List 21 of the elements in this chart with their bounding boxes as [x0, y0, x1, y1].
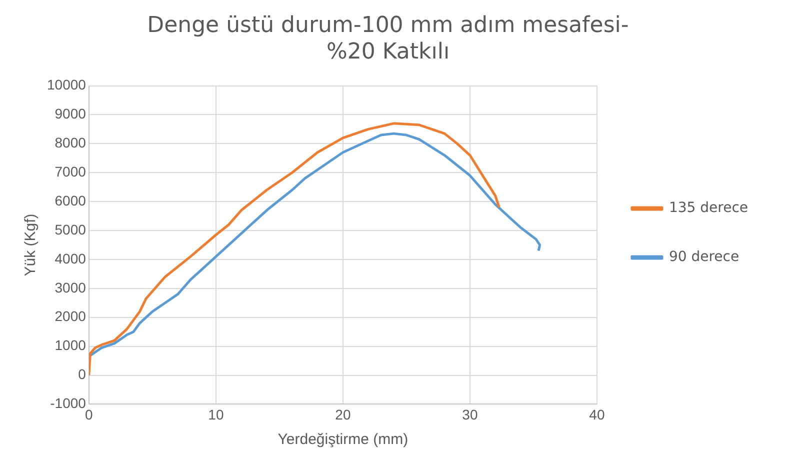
y-tick-label: 3000: [54, 279, 86, 296]
x-axis-title: Yerdeğiştirme (mm): [278, 431, 408, 448]
y-tick-label: 0: [78, 366, 86, 382]
y-tick-label: 7000: [54, 163, 86, 180]
legend-label: 135 derece: [668, 200, 748, 216]
y-tick-label: 4000: [54, 250, 86, 266]
chart-title: Denge üstü durum-100 mm adım mesafesi-%20 Katkılı: [147, 12, 629, 64]
legend-label: 90 derece: [668, 249, 740, 266]
y-tick-label: 5000: [54, 221, 86, 238]
y-tick-label: 6000: [54, 192, 86, 208]
y-tick-label: -1000: [50, 395, 86, 412]
x-tick-label: 10: [208, 406, 224, 422]
y-tick-label: 2000: [54, 308, 86, 324]
x-tick-label: 30: [462, 406, 478, 422]
y-tick-label: 9000: [54, 106, 86, 122]
x-tick-label: 40: [589, 406, 605, 422]
x-tick-label: 20: [335, 406, 351, 422]
y-tick-label: 10000: [46, 76, 86, 93]
y-tick-label: 8000: [54, 134, 86, 151]
y-axis-title: Yük (Kgf): [22, 214, 40, 276]
y-tick-label: 1000: [54, 337, 86, 354]
